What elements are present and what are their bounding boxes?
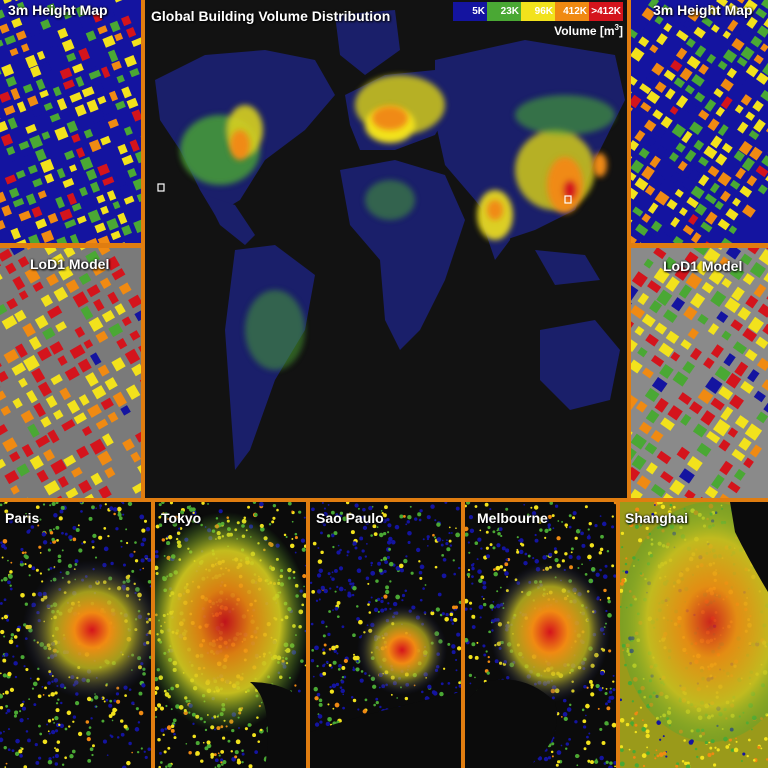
- city-label-shanghai: Shanghai: [625, 510, 689, 526]
- left-lod1-image: [0, 248, 141, 498]
- legend-class-2: 96K: [521, 2, 555, 21]
- right-height-map-label: 3m Height Map: [653, 2, 753, 18]
- legend-color-bar: 5K 23K 96K 412K >412K: [453, 2, 623, 21]
- left-height-map-panel: 3m Height Map: [0, 0, 141, 243]
- city-panel-tokyo: Tokyo: [155, 502, 306, 768]
- legend-class-3: 412K: [555, 2, 589, 21]
- left-lod1-panel: LoD1 Model: [0, 248, 141, 498]
- city-panel-paris: Paris: [0, 502, 151, 768]
- volume-legend: 5K 23K 96K 412K >412K Volume [m3]: [453, 2, 623, 38]
- legend-title: Volume [m3]: [554, 23, 623, 38]
- legend-class-1: 23K: [487, 2, 521, 21]
- legend-class-0: 5K: [453, 2, 487, 21]
- left-lod1-label: LoD1 Model: [30, 256, 110, 272]
- legend-class-4: >412K: [589, 2, 623, 21]
- left-height-map-label: 3m Height Map: [8, 2, 108, 18]
- right-height-map-panel: 3m Height Map: [631, 0, 768, 243]
- right-height-map-image: [631, 0, 768, 243]
- world-map-panel: Global Building Volume Distribution 5K 23…: [145, 0, 627, 498]
- sao-paulo-density-map: [310, 502, 461, 768]
- world-map-title: Global Building Volume Distribution: [151, 8, 391, 24]
- city-panel-shanghai: Shanghai: [620, 502, 768, 768]
- city-panel-sao-paulo: Sao Paulo: [310, 502, 461, 768]
- right-lod1-label: LoD1 Model: [663, 258, 743, 274]
- melbourne-density-map: [465, 502, 616, 768]
- city-label-sao-paulo: Sao Paulo: [316, 510, 384, 526]
- la-marker: [157, 183, 165, 192]
- left-height-map-image: [0, 0, 141, 243]
- shanghai-marker: [564, 195, 572, 204]
- right-lod1-image: [631, 248, 768, 498]
- shanghai-density-map: [620, 502, 768, 768]
- city-label-tokyo: Tokyo: [161, 510, 202, 526]
- right-lod1-panel: LoD1 Model: [631, 248, 768, 498]
- city-panel-melbourne: Melbourne: [465, 502, 616, 768]
- paris-density-map: [0, 502, 151, 768]
- city-label-paris: Paris: [5, 510, 40, 526]
- city-label-melbourne: Melbourne: [477, 510, 548, 526]
- world-map-image: [155, 10, 625, 470]
- density-high: [230, 106, 607, 220]
- tokyo-density-map: [155, 502, 306, 768]
